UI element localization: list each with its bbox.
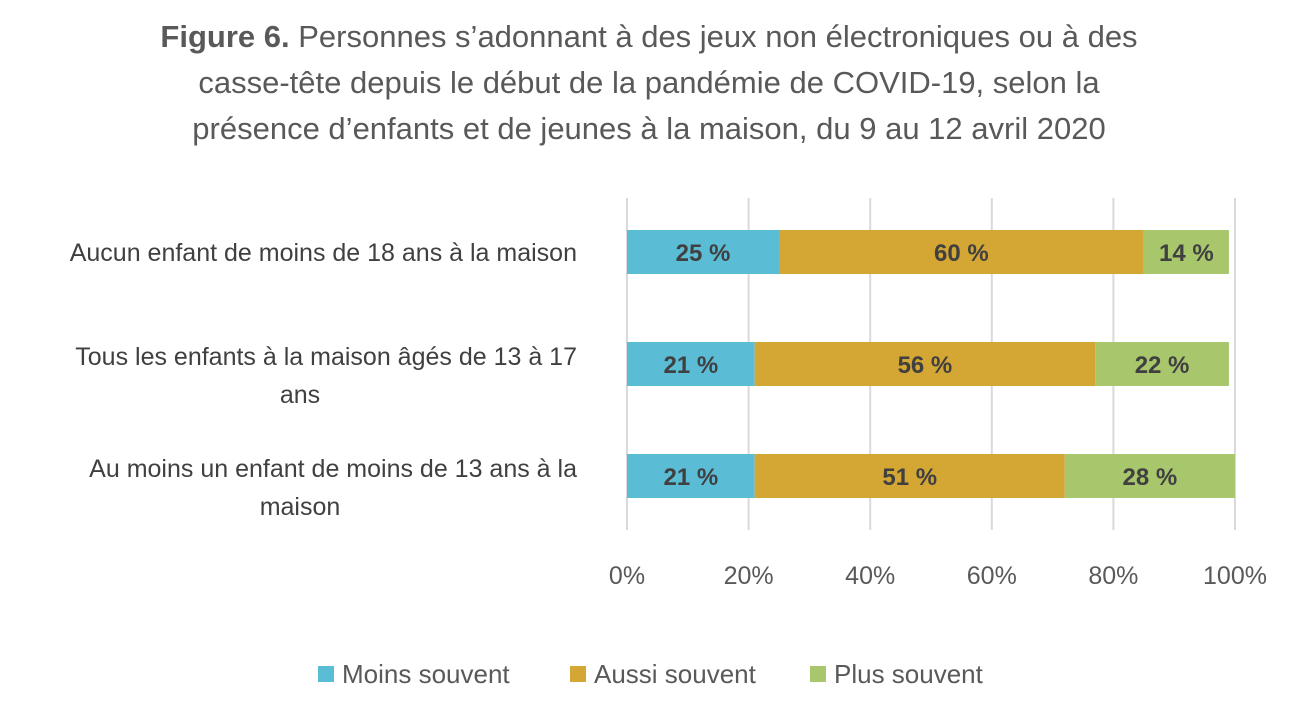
legend-swatch <box>810 666 826 682</box>
category-label: Aucun enfant de moins de 18 ans à la mai… <box>70 239 577 267</box>
legend-swatch <box>570 666 586 682</box>
bar-segment <box>754 454 1065 498</box>
legend-label: Plus souvent <box>834 659 984 689</box>
legend: Moins souvent Aussi souvent Plus souvent <box>318 659 984 689</box>
bar-segment <box>627 454 755 498</box>
data-label: 25 % <box>676 240 731 267</box>
title-line-2: casse-tête depuis le début de la pandémi… <box>198 65 1100 100</box>
chart-title: Figure 6. Personnes s’adonnant à des jeu… <box>0 14 1298 152</box>
data-label: 28 % <box>1123 464 1178 491</box>
figure-number: Figure 6. <box>160 19 290 54</box>
bar-segment <box>1095 342 1229 386</box>
bar-segment <box>1143 230 1229 274</box>
data-label: 60 % <box>934 240 989 267</box>
bar-segment <box>779 230 1144 274</box>
bars: 25 % 60 % 14 % 21 % 56 % 22 % 21 % 51 % 28 % <box>627 230 1235 498</box>
category-label: ans <box>280 381 320 409</box>
data-label: 21 % <box>663 464 718 491</box>
title-line-1: Personnes s’adonnant à des jeux non élec… <box>289 19 1138 54</box>
legend-label: Moins souvent <box>342 659 510 689</box>
data-label: 22 % <box>1135 352 1190 379</box>
bar-segment <box>627 230 779 274</box>
title-line-3: présence d’enfants et de jeunes à la mai… <box>192 111 1106 146</box>
data-label: 21 % <box>663 352 718 379</box>
data-label: 51 % <box>882 464 937 491</box>
x-tick-label: 80% <box>1088 562 1138 590</box>
category-label: Au moins un enfant de moins de 13 ans à … <box>89 455 577 483</box>
x-tick-label: 40% <box>845 562 895 590</box>
bar-segment <box>754 342 1096 386</box>
data-label: 14 % <box>1159 240 1214 267</box>
legend-swatch <box>318 666 334 682</box>
bar-segment <box>1064 454 1235 498</box>
x-tick-labels: 0% 20% 40% 60% 80% 100% <box>609 562 1267 590</box>
data-label: 56 % <box>898 352 953 379</box>
x-tick-label: 20% <box>724 562 774 590</box>
x-tick-label: 60% <box>967 562 1017 590</box>
bar-segment <box>627 342 755 386</box>
category-label: Tous les enfants à la maison âgés de 13 … <box>75 343 577 371</box>
x-tick-label: 0% <box>609 562 645 590</box>
category-label: maison <box>260 493 341 521</box>
legend-label: Aussi souvent <box>594 659 757 689</box>
x-tick-label: 100% <box>1203 562 1267 590</box>
category-labels: Aucun enfant de moins de 18 ans à la mai… <box>70 239 577 521</box>
